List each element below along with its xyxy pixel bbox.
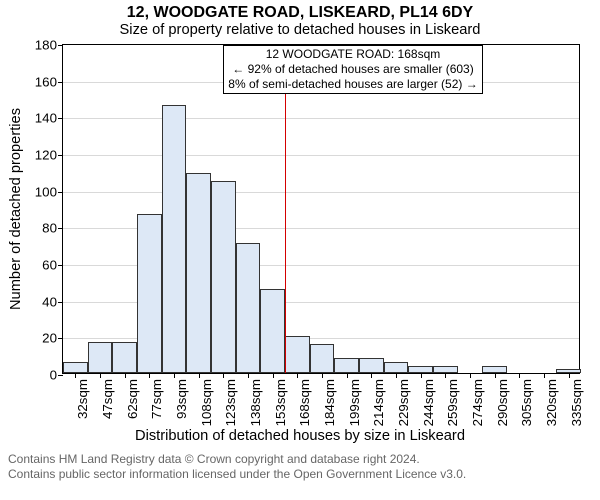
footer-line: Contains HM Land Registry data © Crown c… [8,452,592,467]
grid-line [63,155,579,156]
x-tick-label: 32sqm [75,379,90,419]
x-tick-label: 290sqm [495,379,510,426]
x-tick-label: 77sqm [149,379,164,419]
x-tick-mark [347,373,348,378]
histogram-bar [260,289,285,373]
annotation-line: 12 WOODGATE ROAD: 168sqm [228,47,478,62]
y-tick-mark [58,302,63,303]
x-tick-label: 184sqm [322,379,337,426]
x-tick-label: 153sqm [273,379,288,426]
x-tick-label: 274sqm [470,379,485,426]
y-tick-mark [58,228,63,229]
x-tick-label: 168sqm [297,379,312,426]
x-tick-label: 320sqm [544,379,559,426]
x-tick-label: 214sqm [371,379,386,426]
y-tick-mark [58,375,63,376]
x-tick-label: 47sqm [100,379,115,419]
annotation-box: 12 WOODGATE ROAD: 168sqm← 92% of detache… [223,45,483,94]
x-tick-mark [371,373,372,378]
y-tick-mark [58,192,63,193]
x-tick-label: 305sqm [519,379,534,426]
histogram-bar [384,362,409,373]
histogram-bar [211,181,236,374]
histogram-bar [285,336,310,373]
x-tick-label: 123sqm [223,379,238,426]
x-tick-mark [544,373,545,378]
histogram-bar [112,342,137,373]
annotation-line: 8% of semi-detached houses are larger (5… [228,77,478,92]
histogram-bar [408,366,433,373]
y-tick-mark [58,155,63,156]
x-tick-label: 62sqm [125,379,140,419]
histogram-bar [359,358,384,373]
page-subtitle: Size of property relative to detached ho… [0,22,600,38]
histogram-bar [186,173,211,373]
x-tick-label: 108sqm [199,379,214,426]
y-tick-mark [58,45,63,46]
page-title: 12, WOODGATE ROAD, LISKEARD, PL14 6DY [0,4,600,22]
x-tick-mark [223,373,224,378]
histogram-bar [162,105,187,373]
histogram-bar [88,342,113,373]
x-tick-mark [396,373,397,378]
footer-attribution: Contains HM Land Registry data © Crown c… [0,452,600,482]
histogram-bar [433,366,458,373]
x-tick-mark [322,373,323,378]
annotation-line: ← 92% of detached houses are smaller (60… [228,62,478,77]
x-tick-mark [75,373,76,378]
y-tick-mark [58,82,63,83]
x-tick-label: 199sqm [347,379,362,426]
x-tick-label: 335sqm [569,379,584,426]
histogram-bar [236,243,261,373]
x-tick-label: 244sqm [421,379,436,426]
x-tick-mark [297,373,298,378]
x-tick-label: 138sqm [248,379,263,426]
x-tick-mark [149,373,150,378]
x-tick-mark [495,373,496,378]
x-tick-mark [248,373,249,378]
x-tick-mark [273,373,274,378]
x-tick-label: 93sqm [174,379,189,419]
x-tick-mark [519,373,520,378]
histogram-bar [310,344,335,373]
histogram-bar [334,358,359,373]
x-axis-label: Distribution of detached houses by size … [0,428,600,444]
histogram-chart: 02040608010012014016018032sqm47sqm62sqm7… [62,44,580,374]
x-tick-label: 229sqm [396,379,411,426]
footer-line: Contains public sector information licen… [8,467,592,482]
histogram-bar [137,214,162,374]
y-tick-mark [58,118,63,119]
x-tick-mark [569,373,570,378]
y-axis-label: Number of detached properties [8,108,24,310]
grid-line [63,192,579,193]
x-tick-mark [100,373,101,378]
y-tick-mark [58,265,63,266]
histogram-bar [482,366,507,373]
x-tick-mark [125,373,126,378]
histogram-bar [63,362,88,373]
y-tick-mark [58,338,63,339]
grid-line [63,118,579,119]
x-tick-label: 259sqm [445,379,460,426]
x-tick-mark [470,373,471,378]
x-tick-mark [421,373,422,378]
x-tick-mark [174,373,175,378]
x-tick-mark [445,373,446,378]
reference-line [285,45,286,373]
x-tick-mark [199,373,200,378]
